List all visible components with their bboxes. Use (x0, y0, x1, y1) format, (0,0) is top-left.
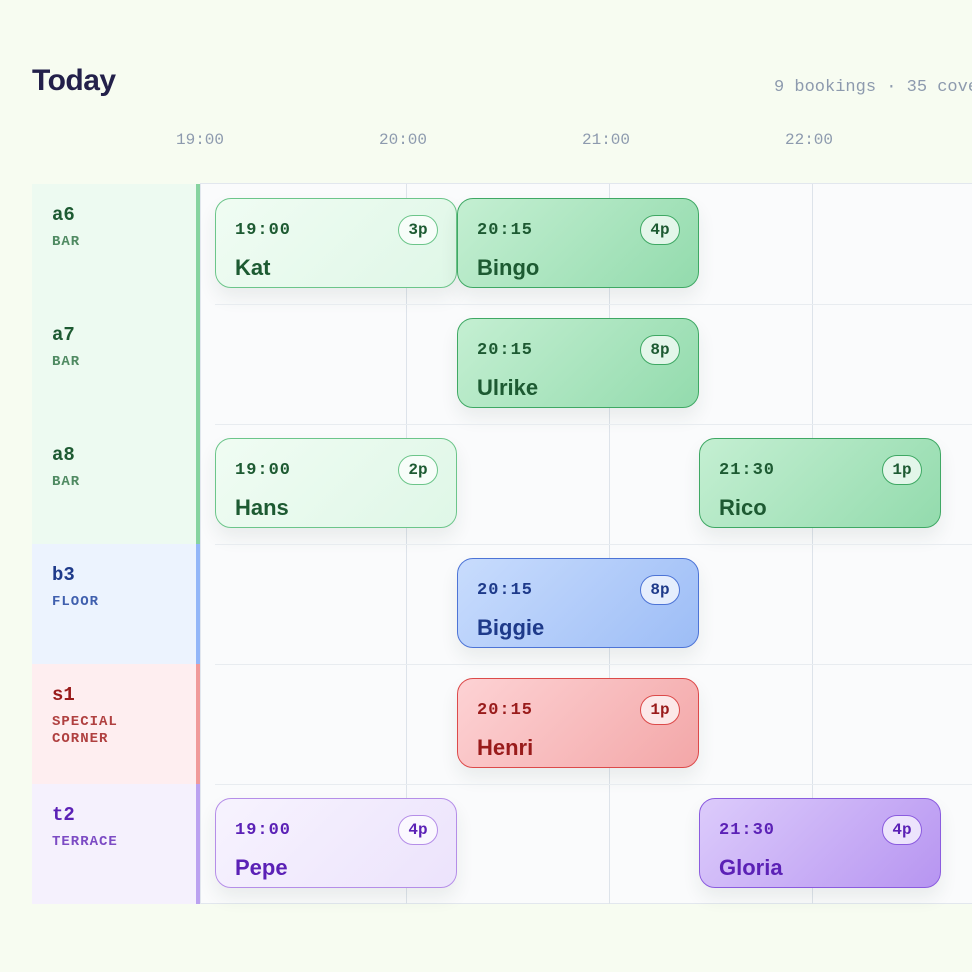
party-size: 4p (398, 815, 438, 845)
booking-card[interactable]: 19:00 4p Pepe (215, 798, 457, 888)
table-label: t2 TERRACE (32, 784, 196, 904)
guest-name: Rico (719, 495, 767, 520)
party-size: 8p (640, 575, 680, 605)
booking-card[interactable]: 21:30 1p Rico (699, 438, 941, 528)
hour-label: 21:00 (581, 131, 630, 149)
booking-time: 20:15 (477, 221, 534, 240)
table-label: a8 BAR (32, 424, 196, 544)
hour-label: 20:00 (378, 131, 427, 149)
area-stripe (196, 664, 200, 784)
booking-time: 21:30 (719, 461, 776, 480)
row-divider (215, 424, 972, 425)
party-size: 1p (882, 455, 922, 485)
booking-card[interactable]: 20:15 8p Ulrike (457, 318, 699, 408)
party-size: 4p (640, 215, 680, 245)
table-area: BAR (52, 474, 81, 490)
booking-time: 20:15 (477, 341, 534, 360)
table-label: b3 FLOOR (32, 544, 196, 664)
area-stripe (196, 544, 200, 664)
booking-time: 20:15 (477, 701, 534, 720)
guest-name: Gloria (719, 855, 783, 880)
table-label: s1 SPECIAL CORNER (32, 664, 196, 784)
table-area: BAR (52, 234, 81, 250)
table-name: s1 (52, 684, 75, 706)
area-stripe (196, 304, 200, 424)
row-divider (215, 784, 972, 785)
table-name: a8 (52, 444, 75, 466)
table-label: a7 BAR (32, 304, 196, 424)
area-stripe (196, 784, 200, 904)
booking-card[interactable]: 20:15 8p Biggie (457, 558, 699, 648)
table-name: a7 (52, 324, 75, 346)
table-label: a6 BAR (32, 184, 196, 304)
booking-card[interactable]: 20:15 4p Bingo (457, 198, 699, 288)
table-area: TERRACE (52, 834, 118, 850)
booking-time: 19:00 (235, 821, 292, 840)
booking-card[interactable]: 19:00 3p Kat (215, 198, 457, 288)
booking-time: 19:00 (235, 461, 292, 480)
booking-time: 19:00 (235, 221, 292, 240)
hour-label: 19:00 (175, 131, 224, 149)
guest-name: Biggie (477, 615, 545, 640)
area-stripe (196, 184, 200, 304)
table-name: a6 (52, 204, 75, 226)
hour-label: 22:00 (784, 131, 833, 149)
party-size: 8p (640, 335, 680, 365)
guest-name: Henri (477, 735, 534, 760)
summary: 9 bookings · 35 covers (774, 78, 972, 97)
row-divider (215, 304, 972, 305)
table-area: SPECIAL CORNER (52, 714, 118, 747)
guest-name: Ulrike (477, 375, 539, 400)
guest-name: Kat (235, 255, 271, 280)
booking-time: 21:30 (719, 821, 776, 840)
party-size: 3p (398, 215, 438, 245)
guest-name: Pepe (235, 855, 288, 880)
party-size: 4p (882, 815, 922, 845)
booking-time: 20:15 (477, 581, 534, 600)
booking-card[interactable]: 20:15 1p Henri (457, 678, 699, 768)
table-area: FLOOR (52, 594, 100, 610)
table-area: BAR (52, 354, 81, 370)
guest-name: Hans (235, 495, 289, 520)
table-name: t2 (52, 804, 75, 826)
row-divider (215, 664, 972, 665)
guest-name: Bingo (477, 255, 540, 280)
party-size: 2p (398, 455, 438, 485)
area-stripe (196, 424, 200, 544)
booking-card[interactable]: 19:00 2p Hans (215, 438, 457, 528)
party-size: 1p (640, 695, 680, 725)
timeline-grid (200, 183, 972, 904)
table-name: b3 (52, 564, 75, 586)
row-divider (215, 544, 972, 545)
page-title: Today (32, 64, 116, 97)
booking-card[interactable]: 21:30 4p Gloria (699, 798, 941, 888)
